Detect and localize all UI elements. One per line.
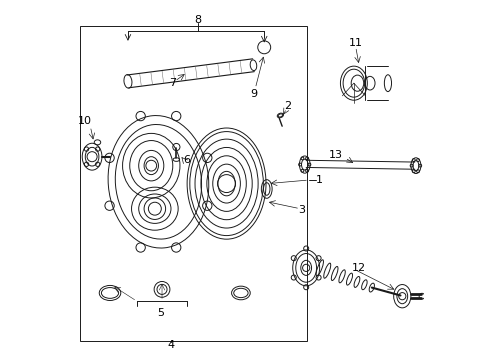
Text: 5: 5: [157, 308, 163, 318]
Text: 11: 11: [348, 38, 362, 48]
Text: 8: 8: [194, 15, 201, 26]
Bar: [80, 26, 306, 341]
Text: 6: 6: [183, 155, 189, 165]
Text: 10: 10: [78, 116, 92, 126]
Text: 13: 13: [328, 150, 342, 160]
Text: 7: 7: [169, 78, 176, 88]
Text: 1: 1: [316, 175, 323, 185]
Text: 9: 9: [249, 89, 257, 99]
Text: 3: 3: [298, 206, 305, 216]
Text: 2: 2: [284, 102, 290, 112]
Text: 12: 12: [351, 263, 366, 273]
Text: 4: 4: [167, 340, 174, 350]
